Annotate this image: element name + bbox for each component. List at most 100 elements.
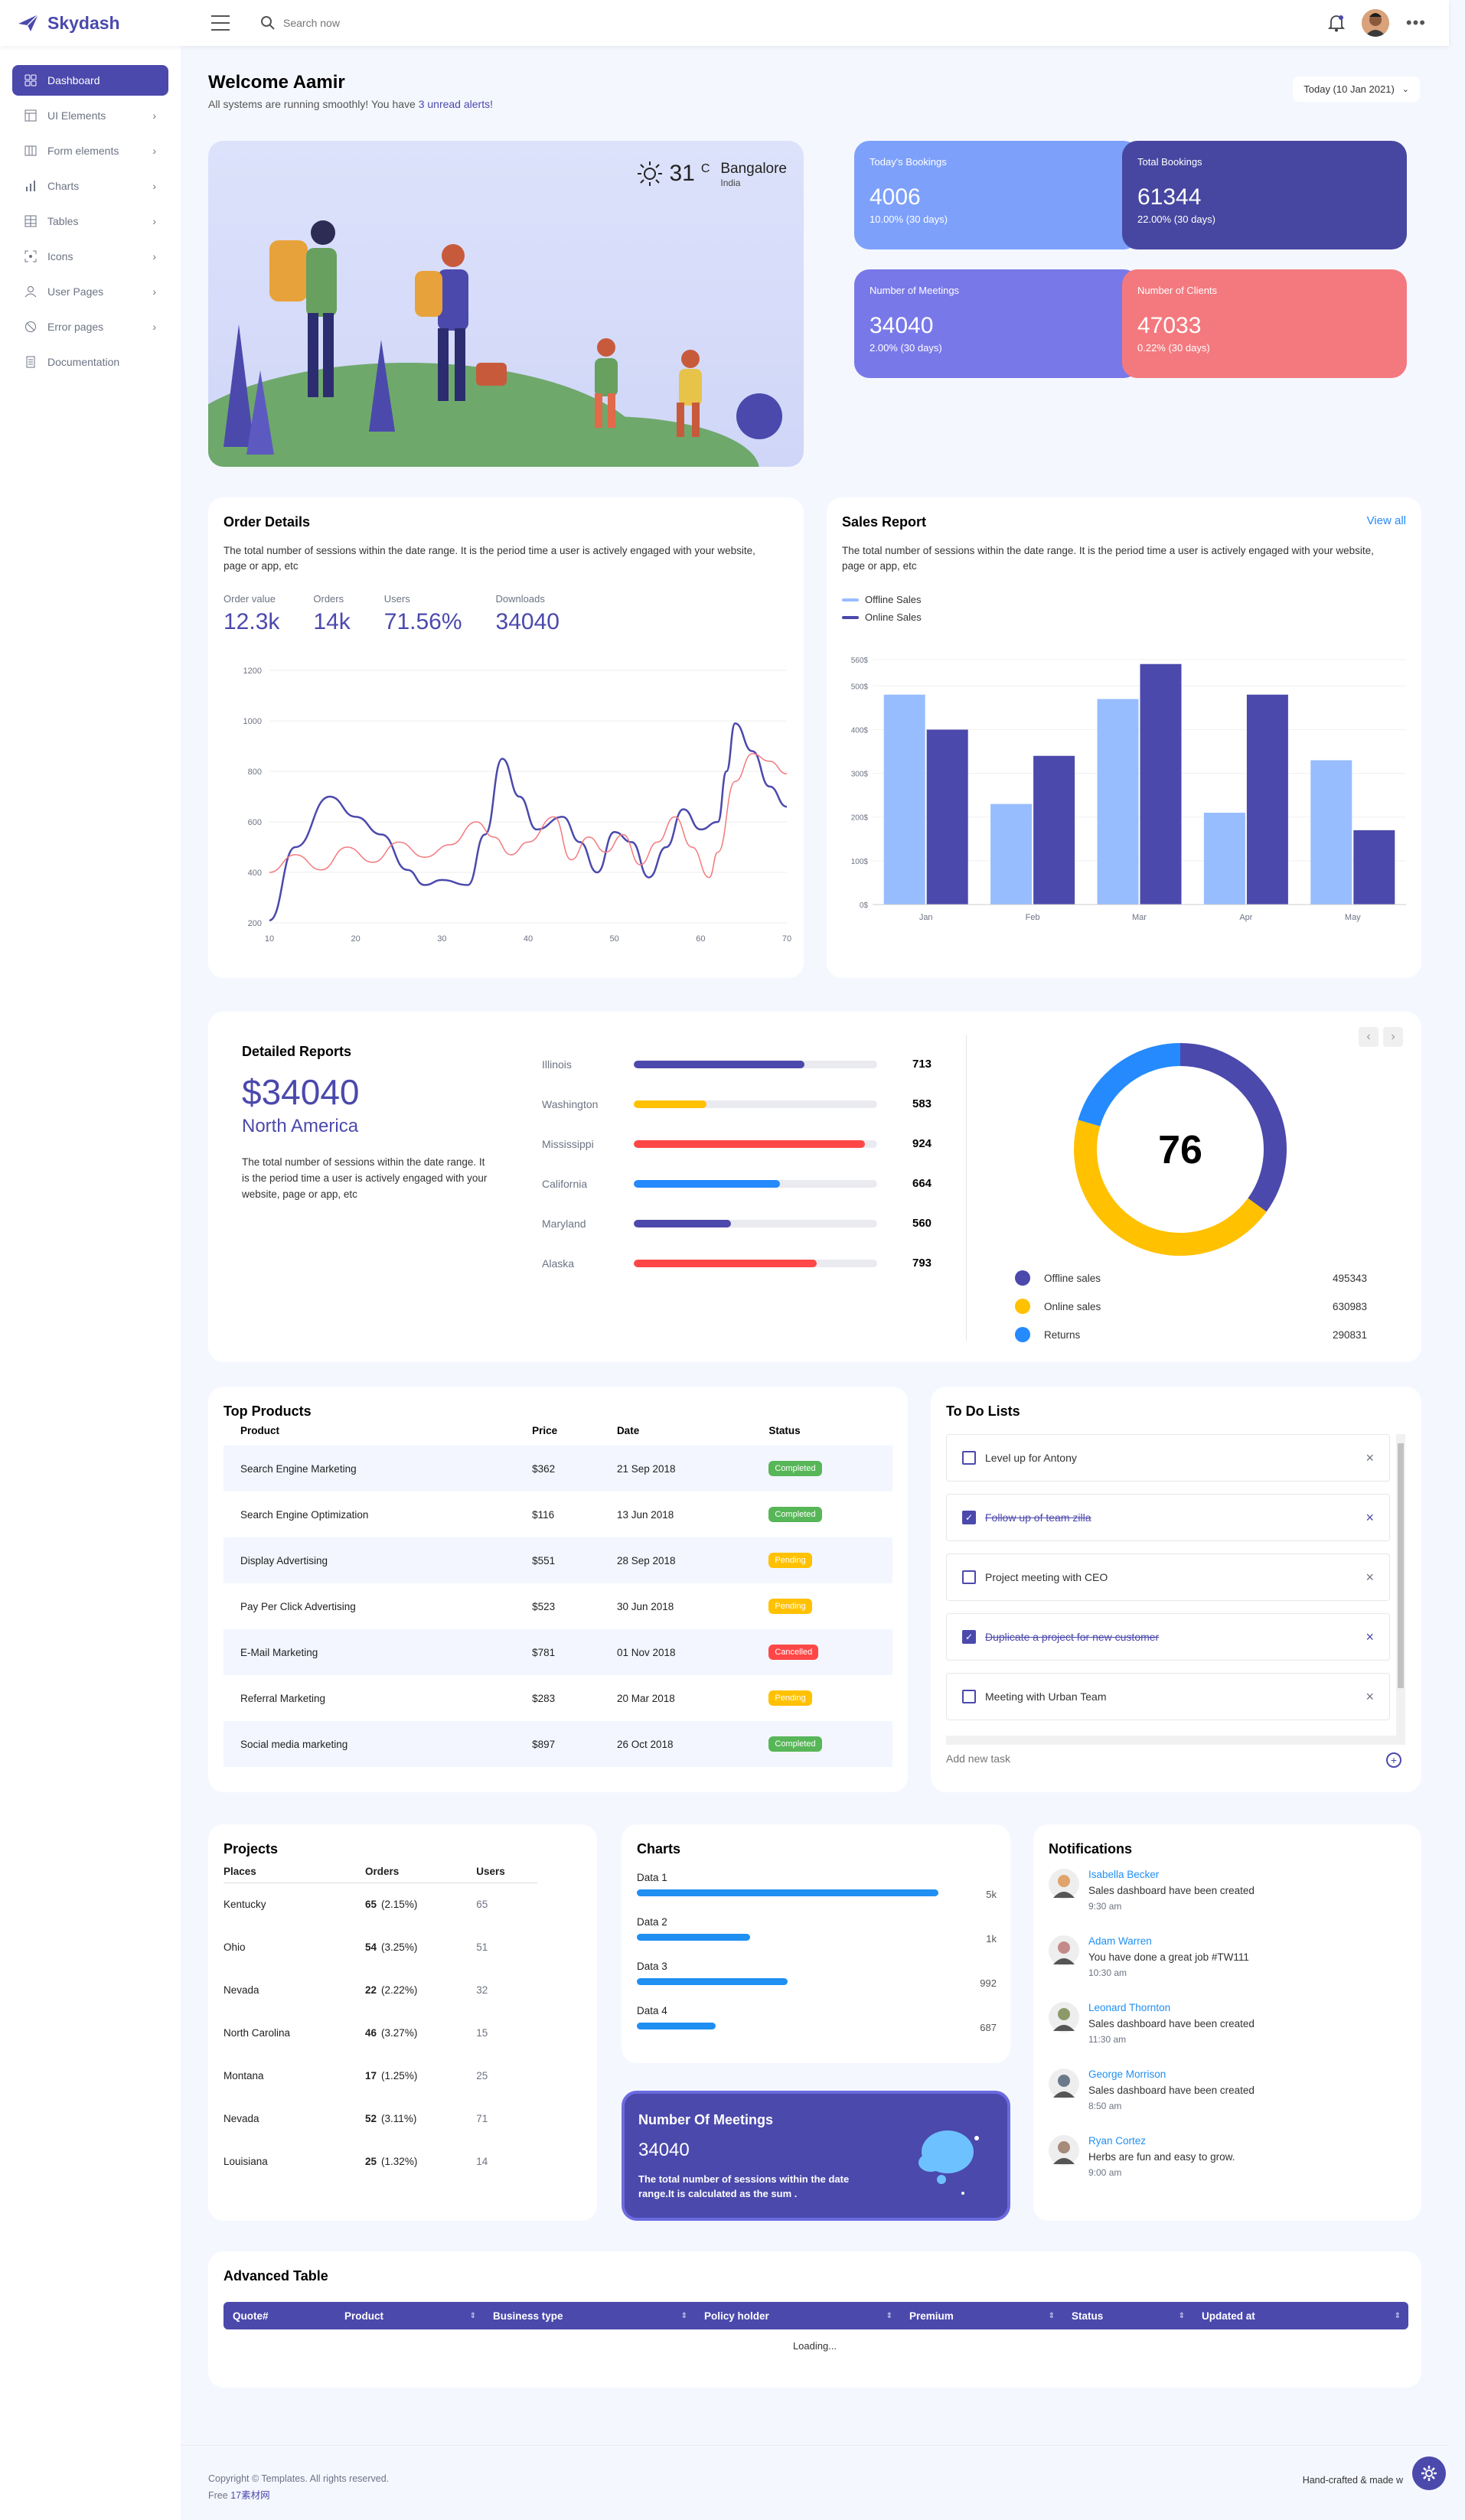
table-row[interactable]: Social media marketing $897 26 Oct 2018 Com… — [224, 1721, 892, 1767]
sales-legend: Offline Sales Online Sales — [842, 594, 922, 629]
todo-checkbox[interactable] — [962, 1451, 976, 1465]
paper-plane-logo-icon — [18, 14, 39, 31]
column-header-policy-holder[interactable]: Policy holder ⇕ — [695, 2302, 900, 2329]
data-label: Data 2 — [637, 1916, 667, 1928]
sort-icon[interactable]: ⇕ — [1048, 2311, 1055, 2320]
column-header-product[interactable]: Product ⇕ — [335, 2302, 484, 2329]
carousel-prev-button[interactable]: ‹ — [1359, 1027, 1379, 1047]
unread-alerts-link[interactable]: 3 unread alerts! — [418, 98, 493, 110]
remove-todo-icon[interactable]: × — [1365, 1449, 1374, 1465]
column-header-status[interactable]: Status ⇕ — [1062, 2302, 1193, 2329]
table-row[interactable]: E-Mail Marketing $781 01 Nov 2018 Cancelled — [224, 1629, 892, 1675]
settings-fab-button[interactable] — [1412, 2456, 1446, 2490]
status-badge: Completed — [768, 1507, 822, 1522]
add-task-button[interactable]: + — [1386, 1752, 1401, 1768]
legend-swatch — [842, 615, 859, 619]
table-row[interactable]: Search Engine Optimization $116 13 Jun 201… — [224, 1491, 892, 1537]
sidebar-item-tables[interactable]: Tables › — [12, 206, 168, 236]
sidebar-item-error-pages[interactable]: Error pages › — [12, 311, 168, 342]
sort-icon[interactable]: ⇕ — [1178, 2311, 1185, 2320]
sort-icon[interactable]: ⇕ — [886, 2311, 892, 2320]
sort-icon[interactable]: ⇕ — [680, 2311, 687, 2320]
bar-online-sales — [1353, 830, 1395, 905]
notification-item[interactable]: Isabella Becker Sales dashboard have been… — [1049, 1869, 1255, 1912]
bell-icon[interactable] — [1327, 14, 1345, 32]
bar-online-sales — [1140, 663, 1182, 905]
column-header-premium[interactable]: Premium ⇕ — [900, 2302, 1062, 2329]
status-badge: Completed — [768, 1461, 822, 1476]
sidebar-item-form-elements[interactable]: Form elements › — [12, 135, 168, 166]
column-header-quote-[interactable]: Quote# — [224, 2302, 335, 2329]
table-row[interactable]: Search Engine Marketing $362 21 Sep 2018 Co… — [224, 1446, 892, 1491]
todo-scrollbar[interactable] — [1396, 1434, 1405, 1736]
table-row[interactable]: Pay Per Click Advertising $523 30 Jun 2018… — [224, 1583, 892, 1629]
user-avatar[interactable] — [1361, 9, 1389, 37]
brand[interactable]: Skydash — [17, 13, 201, 34]
sidebar-item-dashboard[interactable]: Dashboard — [12, 65, 168, 96]
notification-name[interactable]: Leonard Thornton — [1088, 2002, 1171, 2013]
notification-message: You have done a great job #TW111 — [1088, 1951, 1249, 1963]
orders-value: 25 — [365, 2155, 377, 2167]
cell-product: Social media marketing — [224, 1721, 516, 1767]
view-all-link[interactable]: View all — [1366, 514, 1406, 527]
table-row[interactable]: Referral Marketing $283 20 Mar 2018 Pending — [224, 1675, 892, 1721]
notification-name[interactable]: Isabella Becker — [1088, 1869, 1160, 1880]
sidebar-item-user-pages[interactable]: User Pages › — [12, 276, 168, 307]
notification-item[interactable]: George Morrison Sales dashboard have been… — [1049, 2068, 1255, 2111]
notification-item[interactable]: Ryan Cortez Herbs are fun and easy to gro… — [1049, 2135, 1235, 2178]
column-header-updated-at[interactable]: Updated at ⇕ — [1193, 2302, 1408, 2329]
legend-value: 290831 — [1332, 1328, 1367, 1341]
legend-name: Returns — [1044, 1328, 1081, 1341]
todo-checkbox[interactable]: ✓ — [962, 1630, 976, 1644]
remove-todo-icon[interactable]: × — [1365, 1628, 1374, 1645]
column-header-label: Business type — [493, 2310, 563, 2322]
orders-value: 54 — [365, 1941, 377, 1953]
bar-offline-sales — [1097, 699, 1139, 905]
state-progress-fill — [634, 1179, 780, 1188]
sort-icon[interactable]: ⇕ — [1394, 2311, 1401, 2320]
sidebar-item-charts[interactable]: Charts › — [12, 171, 168, 201]
table-row[interactable]: Display Advertising $551 28 Sep 2018 Pendin… — [224, 1537, 892, 1583]
search-input[interactable] — [283, 17, 513, 29]
notification-text: Isabella Becker Sales dashboard have been… — [1088, 1869, 1255, 1912]
advanced-table-card: Advanced Table Quote# Product ⇕ Business ty… — [208, 2251, 1421, 2388]
add-task-input[interactable] — [946, 1752, 1344, 1765]
sidebar-item-ui-elements[interactable]: UI Elements › — [12, 100, 168, 131]
sidebar-item-documentation[interactable]: Documentation — [12, 347, 168, 377]
sort-icon[interactable]: ⇕ — [469, 2311, 476, 2320]
x-tick-label: 50 — [610, 934, 619, 944]
todo-checkbox[interactable] — [962, 1570, 976, 1584]
y-tick-label: 200$ — [851, 814, 869, 823]
remove-todo-icon[interactable]: × — [1365, 1569, 1374, 1585]
notification-name[interactable]: George Morrison — [1088, 2068, 1166, 2080]
cell-price: $283 — [532, 1692, 556, 1704]
x-tick-label: 60 — [696, 934, 705, 944]
todo-horizontal-scrollbar[interactable] — [946, 1736, 1405, 1745]
sidebar-item-icons[interactable]: Icons › — [12, 241, 168, 272]
legend-name: Offline sales — [1044, 1272, 1101, 1284]
stat-value: 34040 — [870, 313, 934, 338]
cell-status: Pending — [752, 1675, 892, 1721]
carousel-next-button[interactable]: › — [1383, 1027, 1403, 1047]
doc-icon — [24, 356, 37, 368]
todo-checkbox[interactable] — [962, 1690, 976, 1703]
column-header-business-type[interactable]: Business type ⇕ — [484, 2302, 695, 2329]
sidebar-item-label: UI Elements — [47, 109, 106, 122]
notification-name[interactable]: Ryan Cortez — [1088, 2135, 1147, 2147]
column-header: Places — [224, 1866, 366, 1883]
footer-link[interactable]: 17素材网 — [230, 2490, 270, 2501]
notification-item[interactable]: Leonard Thornton Sales dashboard have bee… — [1049, 2002, 1255, 2045]
legend-name: Online sales — [1044, 1300, 1101, 1312]
remove-todo-icon[interactable]: × — [1365, 1688, 1374, 1704]
more-options-icon[interactable]: ••• — [1405, 13, 1426, 32]
hamburger-menu-button[interactable] — [211, 15, 230, 31]
cell-status: Pending — [752, 1583, 892, 1629]
welcome-header: Welcome Aamir All systems are running sm… — [208, 72, 493, 110]
notification-item[interactable]: Adam Warren You have done a great job #TW… — [1049, 1935, 1249, 1978]
notification-name[interactable]: Adam Warren — [1088, 1935, 1152, 1947]
x-tick-label: 30 — [437, 934, 446, 944]
remove-todo-icon[interactable]: × — [1365, 1509, 1374, 1525]
todo-checkbox[interactable]: ✓ — [962, 1511, 976, 1524]
cell-users: 51 — [476, 1941, 488, 1953]
date-dropdown[interactable]: Today (10 Jan 2021) ⌄ — [1293, 77, 1420, 102]
